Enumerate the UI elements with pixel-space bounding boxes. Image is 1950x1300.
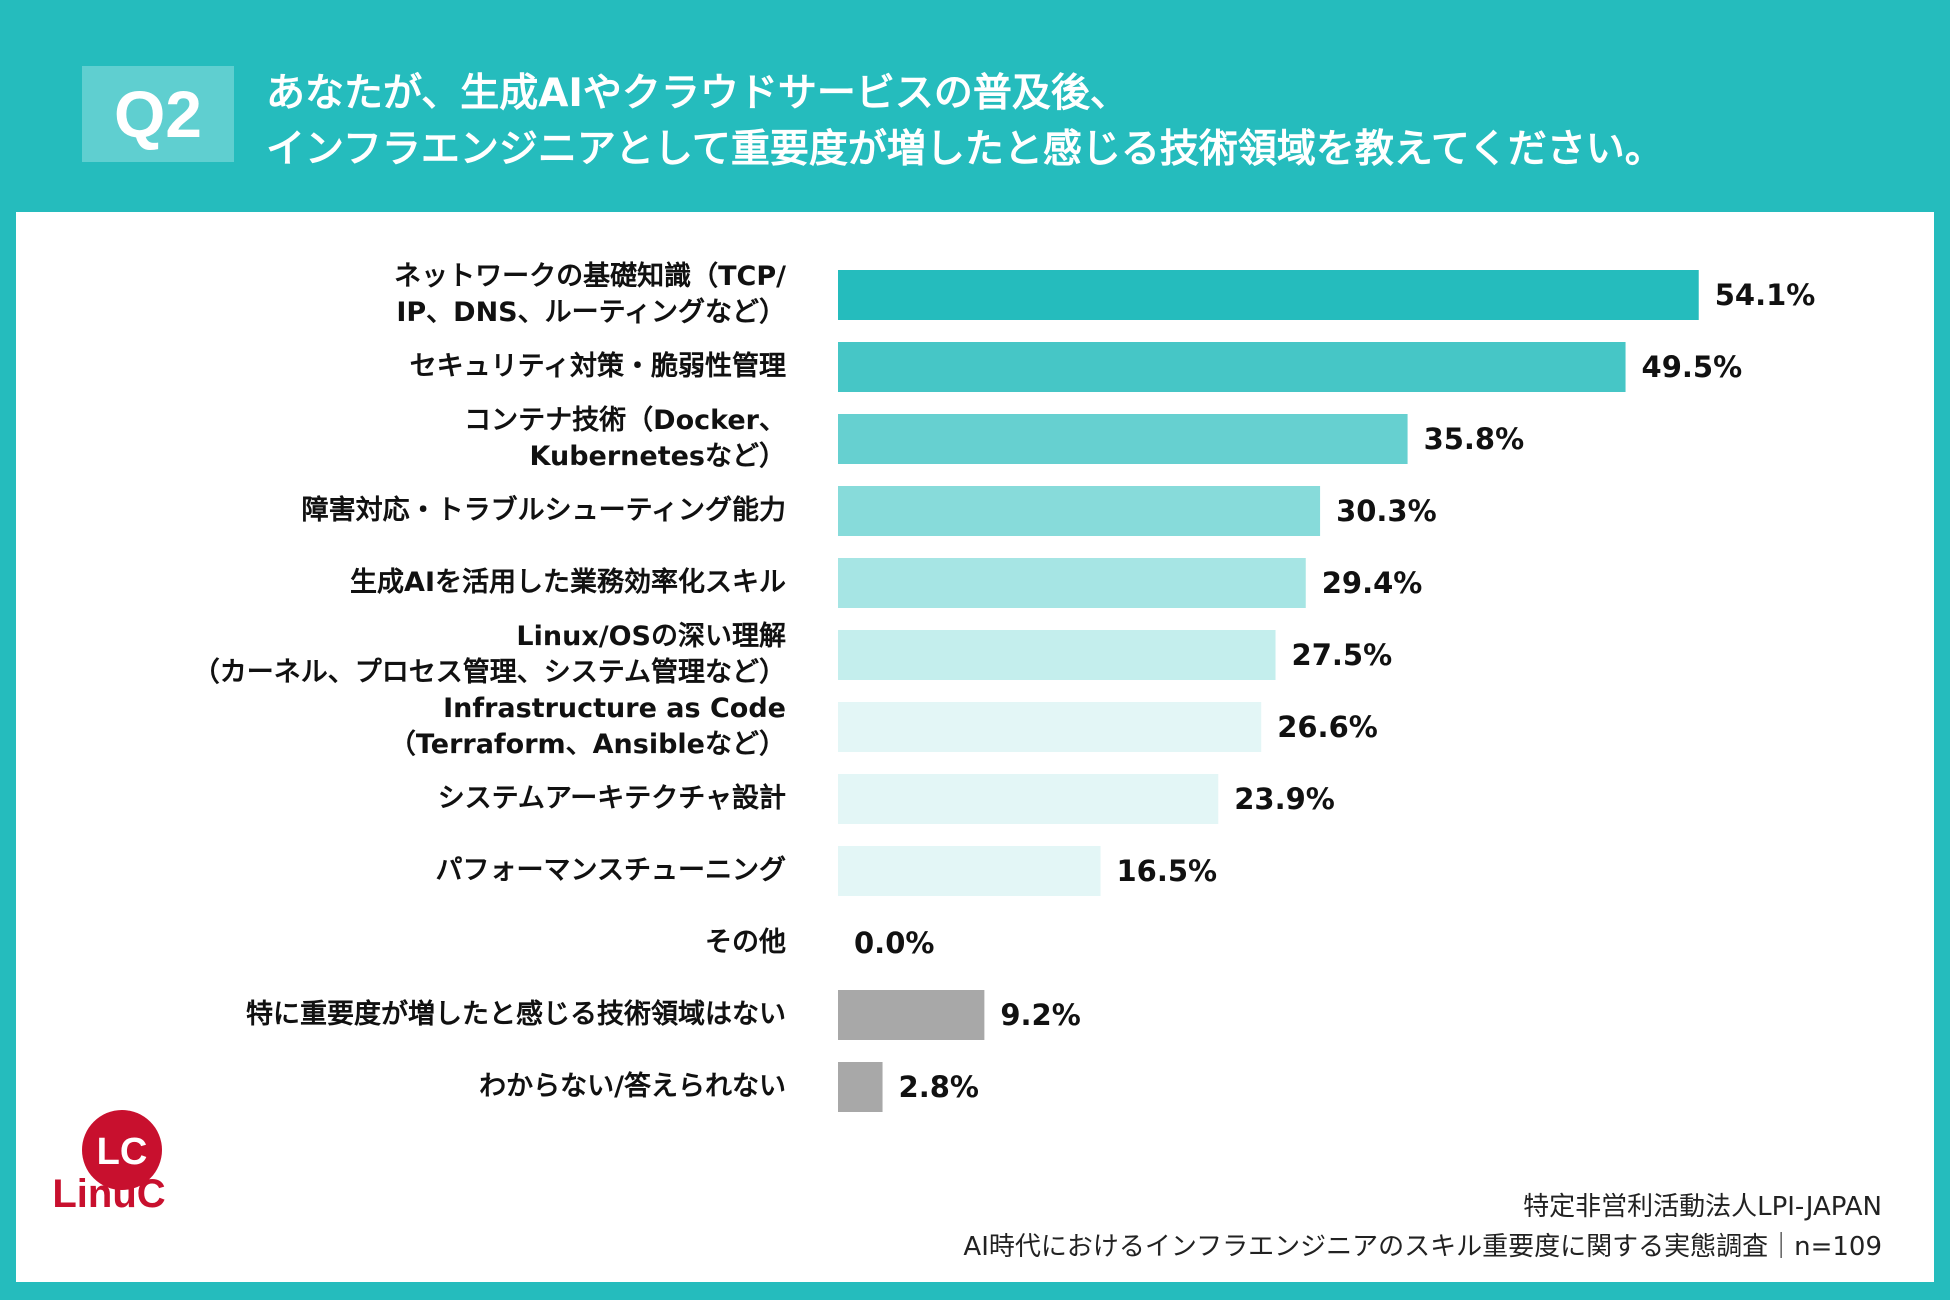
bar-12 bbox=[838, 1062, 883, 1112]
question-line-1: あなたが、生成AIやクラウドサービスの普及後、 bbox=[266, 71, 1129, 116]
category-label-10: その他 bbox=[146, 925, 786, 961]
category-label-line: セキュリティ対策・脆弱性管理 bbox=[409, 351, 786, 382]
header: Q2 あなたが、生成AIやクラウドサービスの普及後、 インフラエンジニアとして重… bbox=[0, 0, 1950, 210]
category-label-8: システムアーキテクチャ設計 bbox=[146, 781, 786, 817]
category-label-7: Infrastructure as Code （Terraform、Ansible… bbox=[146, 691, 786, 763]
category-label-line: 特に重要度が増したと感じる技術領域はない bbox=[246, 999, 786, 1030]
value-label-6: 27.5% bbox=[1292, 638, 1393, 672]
category-label-line: コンテナ技術（Docker、 bbox=[464, 405, 786, 436]
bar-3 bbox=[838, 414, 1408, 464]
category-label-line: パフォーマンスチューニング bbox=[435, 855, 786, 886]
category-label-4: 障害対応・トラブルシューティング能力 bbox=[146, 493, 786, 529]
bar-chart: 54.1% 49.5% 35.8% 30.3% 29.4% 27.5% 26.6% 23.9%… bbox=[838, 270, 1816, 1112]
bar-6 bbox=[838, 630, 1276, 680]
category-label-line: わからない/答えられない bbox=[479, 1071, 786, 1102]
source-survey: AI時代におけるインフラエンジニアのスキル重要度に関する実態調査｜n=109 bbox=[963, 1232, 1882, 1262]
logo-name: LinuC bbox=[52, 1172, 166, 1216]
source-note: 特定非営利活動法人LPI-JAPAN AI時代におけるインフラエンジニアのスキル… bbox=[963, 1187, 1882, 1267]
bar-8 bbox=[838, 774, 1219, 824]
category-label-line: IP、DNS、ルーティングなど） bbox=[396, 297, 786, 328]
bar-2 bbox=[838, 342, 1626, 392]
bar-11 bbox=[838, 990, 985, 1040]
category-label-12: わからない/答えられない bbox=[146, 1069, 786, 1105]
category-label-6: Linux/OSの深い理解 （カーネル、プロセス管理、システム管理など） bbox=[146, 619, 786, 691]
category-label-line: （カーネル、プロセス管理、システム管理など） bbox=[192, 657, 786, 688]
category-label-line: その他 bbox=[705, 927, 786, 958]
chart-panel: ネットワークの基礎知識（TCP/IP、DNS、ルーティングなど） セキュリティ対策… bbox=[16, 212, 1934, 1282]
category-label-line: 障害対応・トラブルシューティング能力 bbox=[301, 495, 786, 526]
bar-1 bbox=[838, 270, 1699, 320]
value-label-3: 35.8% bbox=[1424, 422, 1525, 456]
source-organization: 特定非営利活動法人LPI-JAPAN bbox=[1523, 1192, 1882, 1222]
question-text: あなたが、生成AIやクラウドサービスの普及後、 インフラエンジニアとして重要度が… bbox=[266, 66, 1906, 178]
category-label-line: システムアーキテクチャ設計 bbox=[437, 783, 786, 814]
bar-4 bbox=[838, 486, 1321, 536]
category-label-line: （Terraform、Ansibleなど） bbox=[388, 729, 786, 760]
bar-5 bbox=[838, 558, 1306, 608]
value-label-2: 49.5% bbox=[1642, 350, 1743, 384]
value-label-9: 16.5% bbox=[1117, 854, 1218, 888]
value-label-8: 23.9% bbox=[1234, 782, 1335, 816]
category-label-9: パフォーマンスチューニング bbox=[146, 853, 786, 889]
question-line-2: インフラエンジニアとして重要度が増したと感じる技術領域を教えてください。 bbox=[266, 127, 1664, 172]
value-label-11: 9.2% bbox=[1000, 998, 1080, 1032]
value-label-10: 0.0% bbox=[854, 926, 934, 960]
value-label-12: 2.8% bbox=[899, 1070, 979, 1104]
category-label-2: セキュリティ対策・脆弱性管理 bbox=[146, 349, 786, 385]
category-label-11: 特に重要度が増したと感じる技術領域はない bbox=[146, 997, 786, 1033]
value-label-1: 54.1% bbox=[1715, 278, 1816, 312]
category-label-line: Infrastructure as Code bbox=[443, 693, 786, 724]
bar-9 bbox=[838, 846, 1101, 896]
value-label-5: 29.4% bbox=[1322, 566, 1423, 600]
value-label-7: 26.6% bbox=[1277, 710, 1378, 744]
category-label-5: 生成AIを活用した業務効率化スキル bbox=[146, 565, 786, 601]
category-label-line: 生成AIを活用した業務効率化スキル bbox=[350, 567, 786, 598]
linuc-logo-icon: LC bbox=[82, 1110, 162, 1190]
question-number-badge: Q2 bbox=[82, 66, 234, 162]
category-label-line: ネットワークの基礎知識（TCP/ bbox=[394, 261, 786, 292]
category-label-line: Linux/OSの深い理解 bbox=[516, 621, 786, 652]
logo-mark-text: LC bbox=[97, 1131, 148, 1173]
value-label-4: 30.3% bbox=[1336, 494, 1437, 528]
category-label-1: ネットワークの基礎知識（TCP/IP、DNS、ルーティングなど） bbox=[146, 259, 786, 331]
category-label-line: Kubernetesなど） bbox=[529, 441, 786, 472]
bar-7 bbox=[838, 702, 1262, 752]
category-label-3: コンテナ技術（Docker、 Kubernetesなど） bbox=[146, 403, 786, 475]
